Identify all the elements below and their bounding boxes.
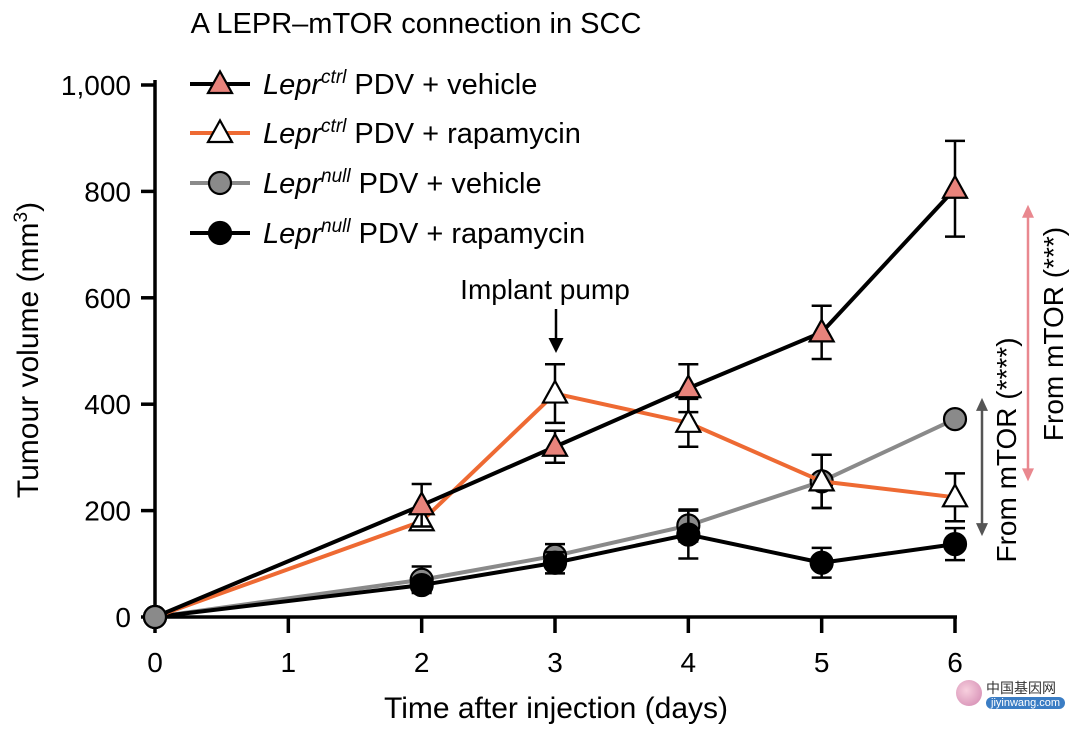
legend-item-0: Leprctrl PDV + vehicle (190, 67, 537, 101)
series-1 (142, 363, 969, 630)
x-tick-label: 2 (414, 647, 430, 678)
legend-item-1: Leprctrl PDV + rapamycin (190, 116, 581, 150)
y-tick-label: 800 (84, 176, 131, 207)
x-tick-label: 6 (947, 647, 963, 678)
series-line (154, 417, 956, 619)
y-axis-label: Tumour volume (mm3) (11, 202, 45, 498)
legend-label: Leprnull PDV + vehicle (263, 166, 542, 200)
data-point-triangle (407, 490, 436, 516)
series-line (154, 391, 956, 619)
legend-label: Leprctrl PDV + vehicle (263, 67, 537, 101)
comparison-label-null: From mTOR (****) (991, 337, 1022, 562)
data-point-triangle (941, 173, 969, 199)
watermark-cn: 中国基因网 (986, 681, 1056, 697)
data-point-triangle (807, 317, 836, 343)
series-0 (142, 139, 969, 630)
comparison-arrow-null (976, 397, 988, 537)
data-point-circle (942, 532, 968, 557)
data-point-circle (942, 406, 968, 432)
data-point-triangle (541, 378, 569, 404)
comparison-arrow-head-down (1022, 468, 1034, 482)
watermark-logo: 中国基因网 jiyinwang.com (956, 676, 1074, 716)
comparison-arrow-head-up (1022, 204, 1034, 218)
x-tick-label: 3 (547, 647, 563, 678)
data-point-circle (809, 550, 834, 575)
y-tick-label: 0 (115, 602, 131, 633)
x-tick-label: 4 (681, 647, 697, 678)
series-layer (142, 139, 969, 630)
data-point-circle (207, 220, 233, 246)
data-point-triangle (541, 431, 569, 457)
chart-title: A LEPR–mTOR connection in SCC (191, 8, 642, 40)
legend-item-3: Leprnull PDV + rapamycin (190, 216, 585, 250)
y-tick-label: 600 (84, 283, 131, 314)
x-tick-label: 1 (281, 647, 297, 678)
x-ticks: 0 1 2 3 4 5 6 (147, 617, 963, 678)
series-line (154, 532, 956, 619)
data-point-circle (409, 572, 434, 598)
legend-label: Leprnull PDV + rapamycin (263, 216, 585, 250)
data-point-triangle (206, 69, 234, 95)
y-tick-label: 200 (84, 496, 131, 527)
data-point-triangle (206, 118, 234, 144)
data-point-triangle (674, 373, 703, 399)
legend-label: Leprctrl PDV + rapamycin (263, 116, 581, 150)
watermark-url: jiyinwang.com (986, 697, 1066, 709)
comparison-arrow-ctrl (1022, 204, 1034, 482)
y-tick-label: 1,000 (61, 70, 131, 101)
legend-item-2: Leprnull PDV + vehicle (190, 166, 542, 200)
data-point-triangle (941, 482, 969, 508)
comparison-arrow-head-down (976, 523, 988, 537)
data-point-triangle (807, 466, 836, 492)
x-axis-label: Time after injection (days) (384, 692, 728, 725)
comparison-arrow-head-up (976, 397, 988, 411)
x-tick-label: 5 (814, 647, 830, 678)
data-point-circle (676, 522, 701, 547)
data-point-circle (542, 550, 568, 575)
x-tick-label: 0 (147, 647, 163, 678)
data-point-triangle (674, 407, 703, 433)
legend: Leprctrl PDV + vehicle Leprctrl PDV + rap… (190, 67, 585, 250)
dna-logo-icon (956, 680, 982, 706)
y-ticks: 0 200 400 600 800 1,000 (61, 70, 155, 633)
y-tick-label: 400 (84, 389, 131, 420)
comparison-label-ctrl: From mTOR (***) (1038, 227, 1069, 441)
implant-pump-label: Implant pump (460, 274, 630, 305)
series-line (154, 187, 957, 619)
data-point-circle (207, 170, 233, 196)
data-point-origin (142, 604, 168, 630)
